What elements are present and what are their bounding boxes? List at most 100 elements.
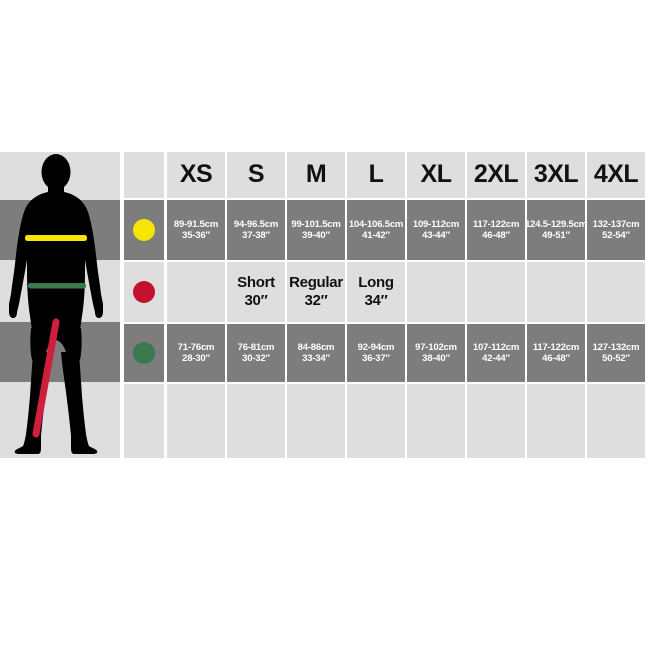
body-figure-panel [0,152,120,458]
cell-value-secondary: 50-52″ [602,353,630,364]
cell-value-primary: Long [358,274,394,292]
cell-waist-s: 76-81cm 30-32″ [227,324,285,382]
cell-chest-xl: 109-112cm 43-44″ [407,200,465,260]
footer-cell-xs [167,384,225,458]
cell-value: Regular 32″ [289,274,343,309]
cell-value-secondary: 30″ [244,292,268,309]
green-dot [133,342,155,364]
cell-value: 107-112cm 42-44″ [473,342,519,364]
size-header-4xl: 4XL [587,152,645,198]
cell-value-primary: 89-91.5cm [173,218,219,230]
size-header-2xl: 2XL [467,152,525,198]
cell-inseam-xl [407,262,465,322]
cell-value-primary: 76-81cm [237,341,275,353]
cell-value-primary: 124.5-129.5cm [525,218,587,230]
cell-value: 76-81cm 30-32″ [238,342,275,364]
cell-value: 124.5-129.5cm 49-51″ [525,219,587,241]
legend-column-footer [124,384,164,458]
male-body-silhouette-icon [9,154,103,454]
yellow-dot [133,219,155,241]
cell-value: 109-112cm 43-44″ [413,219,459,241]
footer-cell-4xl [587,384,645,458]
cell-value-primary: 132-137cm [592,218,640,230]
footer-cell-xl [407,384,465,458]
waist-measure-line [28,283,86,289]
size-header-label: 2XL [473,160,519,189]
cell-inseam-l: Long 34″ [347,262,405,322]
cell-value-primary: 117-122cm [472,218,520,230]
cell-value-secondary: 32″ [304,292,328,309]
cell-chest-2xl: 117-122cm 46-48″ [467,200,525,260]
cell-value-secondary: 46-48″ [482,230,510,241]
size-header-xl: XL [407,152,465,198]
cell-inseam-xs [167,262,225,322]
cell-value: 99-101.5cm 39-40″ [291,219,340,241]
cell-value-secondary: 34″ [364,292,388,309]
footer-cell-3xl [527,384,585,458]
figure-band-footer [0,382,120,458]
cell-inseam-4xl [587,262,645,322]
cell-waist-2xl: 107-112cm 42-44″ [467,324,525,382]
cell-value: 132-137cm 52-54″ [593,219,640,241]
size-header-3xl: 3XL [527,152,585,198]
cell-value-secondary: 38-40″ [422,353,450,364]
size-header-label: L [368,160,384,189]
cell-value-primary: 117-122cm [532,341,580,353]
cell-chest-4xl: 132-137cm 52-54″ [587,200,645,260]
legend-cell-waist [124,324,164,382]
cell-inseam-3xl [527,262,585,322]
cell-chest-s: 94-96.5cm 37-38″ [227,200,285,260]
size-header-label: XS [179,160,213,189]
cell-chest-xs: 89-91.5cm 35-36″ [167,200,225,260]
cell-value-secondary: 33-34″ [302,353,330,364]
legend-cell-inseam [124,262,164,322]
cell-value-secondary: 36-37″ [362,353,390,364]
cell-value: 97-102cm 38-40″ [415,342,457,364]
cell-value: 71-76cm 28-30″ [178,342,215,364]
cell-chest-m: 99-101.5cm 39-40″ [287,200,345,260]
cell-value: 94-96.5cm 37-38″ [234,219,278,241]
footer-cell-m [287,384,345,458]
cell-value-primary: 104-106.5cm [348,218,404,230]
size-header-label: S [247,160,265,189]
legend-cell-chest [124,200,164,260]
cell-waist-l: 92-94cm 36-37″ [347,324,405,382]
size-header-label: M [305,160,327,189]
size-chart: XS S M L XL 2XL 3XL 4XL 89-91.5cm 35-36″ 94-96.5cm… [0,152,650,458]
cell-value: Long 34″ [358,274,394,309]
size-header-label: XL [420,160,452,189]
cell-value-primary: 127-132cm [592,341,640,353]
cell-chest-l: 104-106.5cm 41-42″ [347,200,405,260]
cell-value-secondary: 39-40″ [302,230,330,241]
cell-value-primary: Short [237,274,275,292]
cell-value: 89-91.5cm 35-36″ [174,219,218,241]
inseam-measure-line [32,318,60,438]
footer-cell-l [347,384,405,458]
cell-waist-xl: 97-102cm 38-40″ [407,324,465,382]
cell-value-secondary: 42-44″ [482,353,510,364]
cell-value-primary: 97-102cm [415,341,457,353]
cell-value-secondary: 28-30″ [182,353,210,364]
cell-value-primary: 109-112cm [412,218,460,230]
cell-value-secondary: 49-51″ [542,230,570,241]
cell-value: 117-122cm 46-48″ [473,219,519,241]
cell-value: Short 30″ [237,274,275,309]
cell-value: 104-106.5cm 41-42″ [348,218,404,241]
cell-value-secondary: 41-42″ [362,230,390,241]
cell-value-secondary: 46-48″ [542,353,570,364]
cell-value: 117-122cm 46-48″ [533,342,579,364]
cell-inseam-m: Regular 32″ [287,262,345,322]
footer-cell-s [227,384,285,458]
size-header-label: 3XL [533,160,579,189]
cell-inseam-s: Short 30″ [227,262,285,322]
cell-value-primary: Regular [289,274,343,292]
cell-inseam-2xl [467,262,525,322]
cell-value: 84-86cm 33-34″ [298,342,335,364]
red-dot [133,281,155,303]
size-table: XS S M L XL 2XL 3XL 4XL 89-91.5cm 35-36″ 94-96.5cm… [122,152,650,458]
size-header-l: L [347,152,405,198]
cell-value-secondary: 37-38″ [242,230,270,241]
cell-value-primary: 94-96.5cm [233,218,279,230]
cell-value-secondary: 35-36″ [182,230,210,241]
cell-value-primary: 71-76cm [177,341,215,353]
